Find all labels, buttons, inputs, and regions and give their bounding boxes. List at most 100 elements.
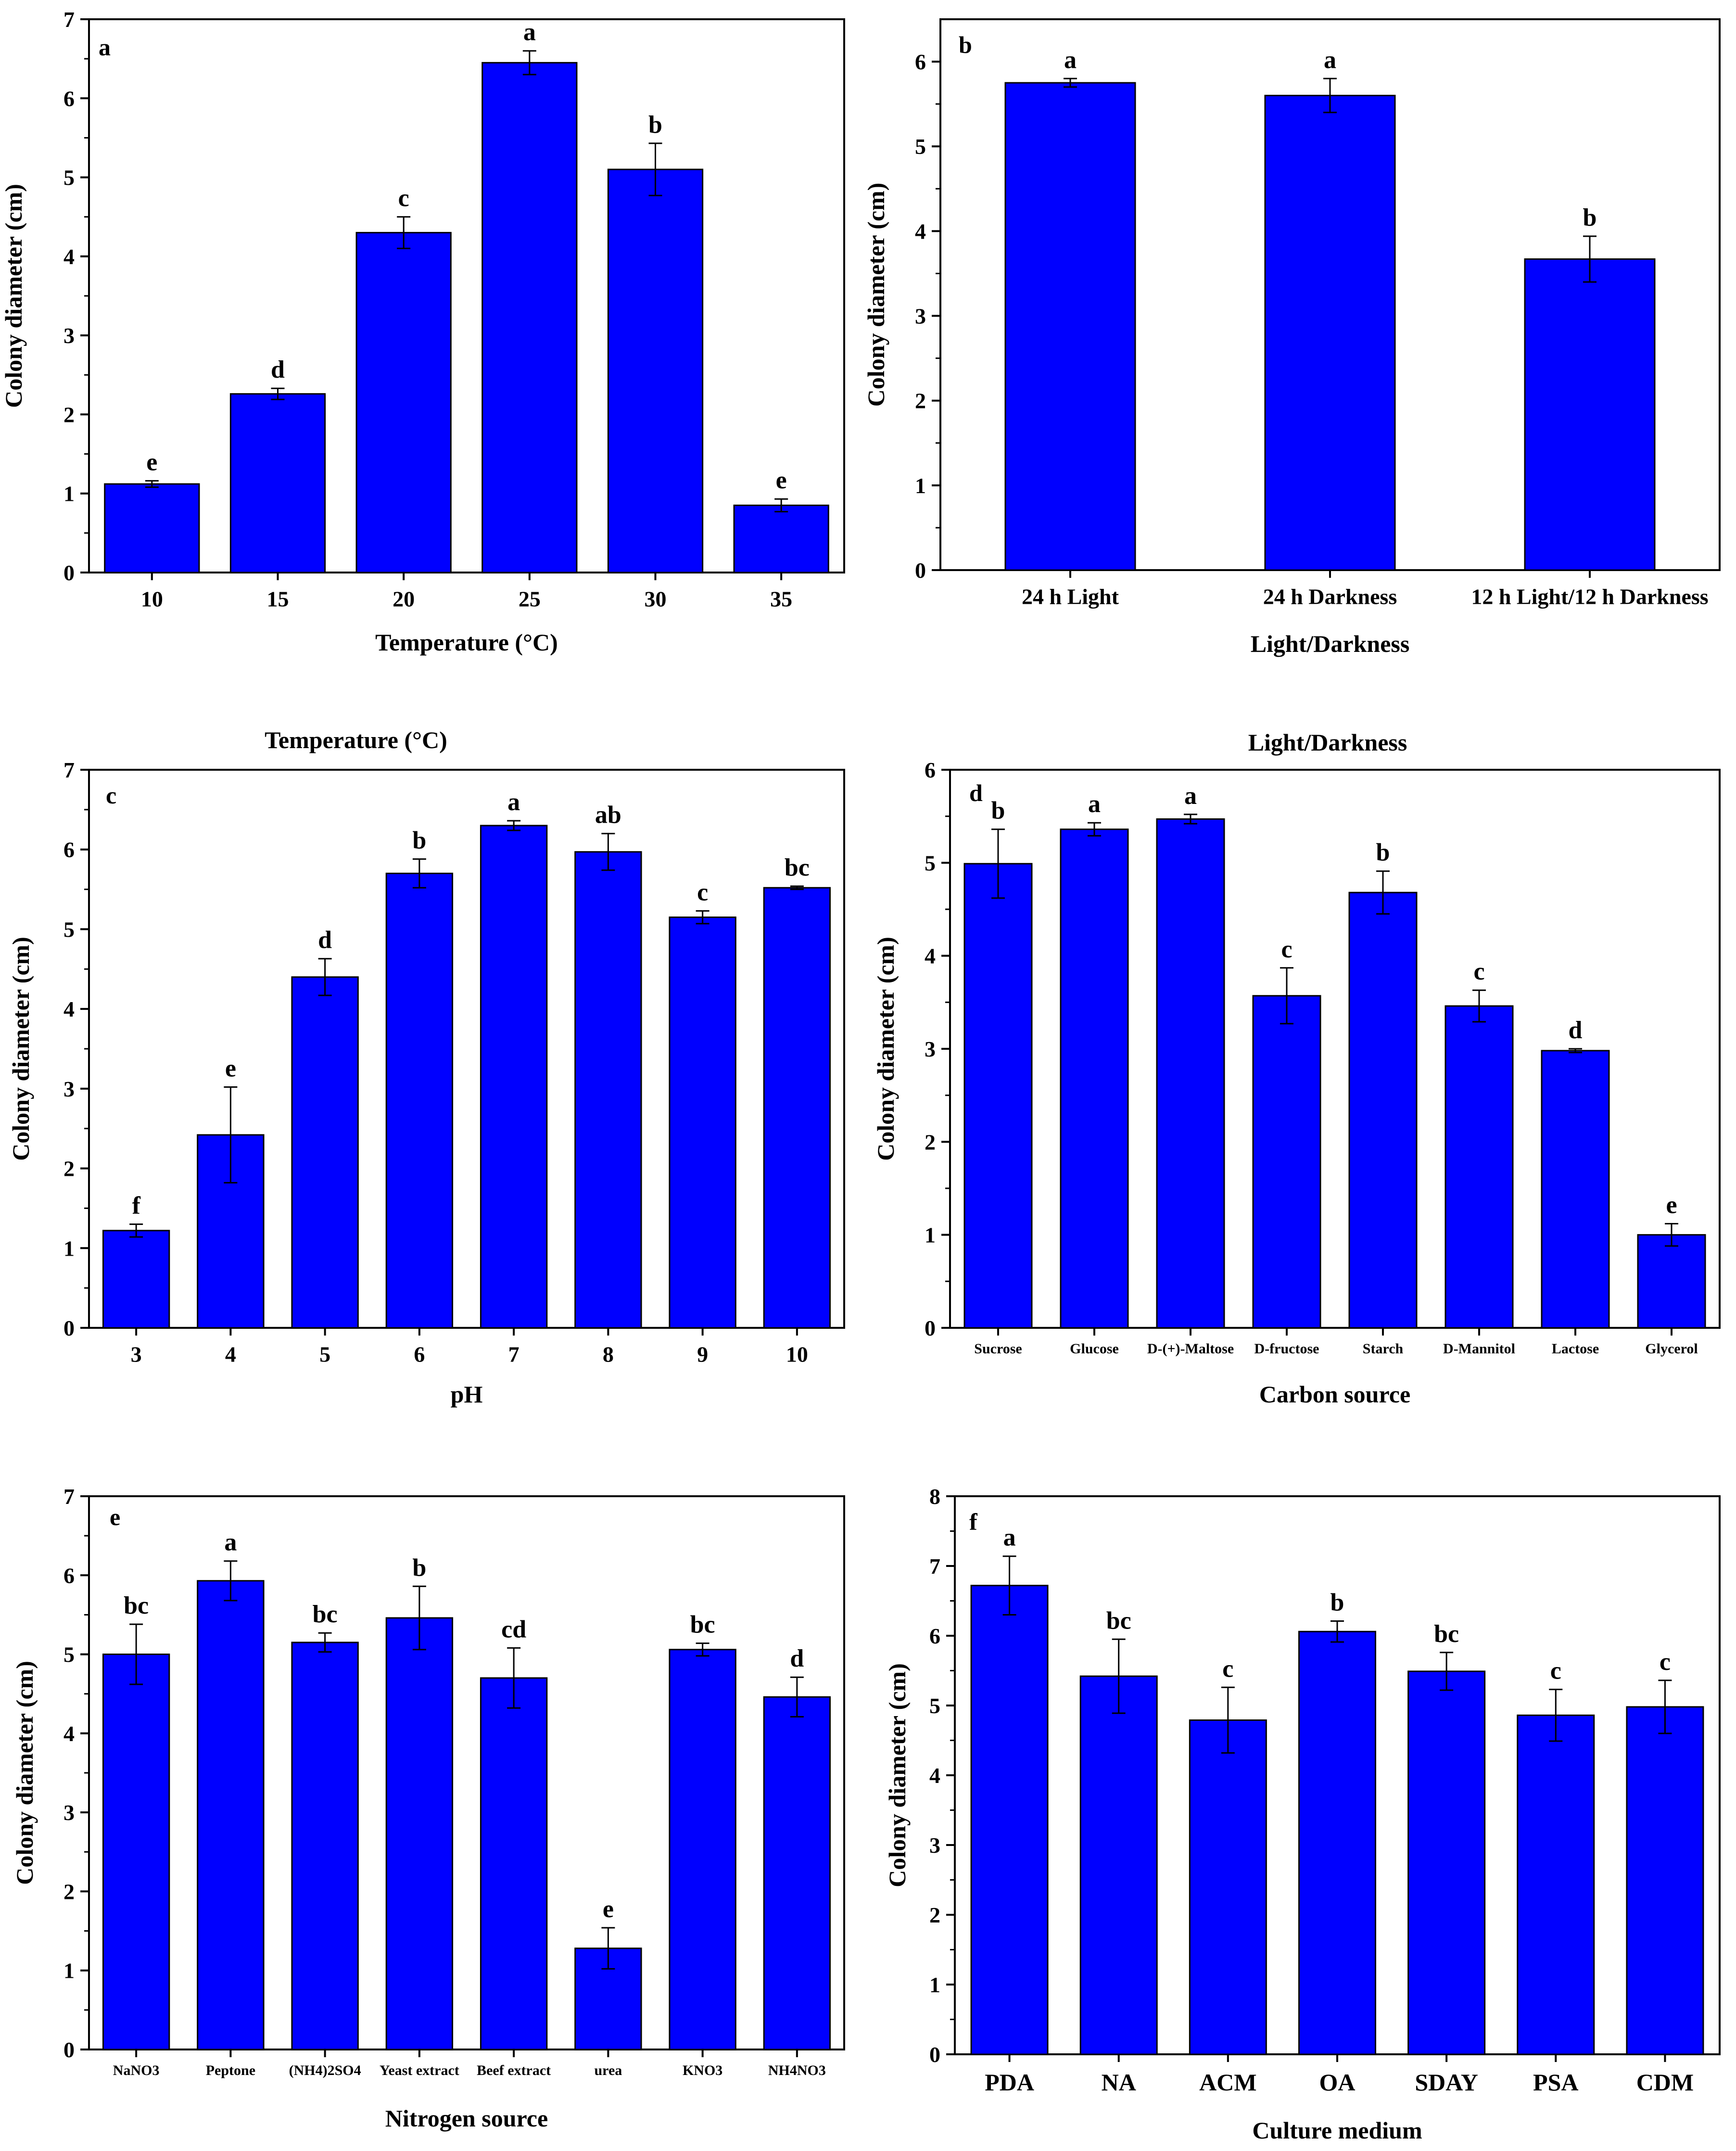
- y-axis-label: Colony diameter (cm): [11, 1661, 38, 1885]
- significance-label: f: [132, 1192, 140, 1220]
- bar: [1626, 1706, 1704, 2055]
- y-axis-label: Colony diameter (cm): [872, 937, 899, 1161]
- significance-label: b: [991, 797, 1005, 825]
- x-tick-label: 12 h Light/12 h Darkness: [1471, 585, 1708, 609]
- significance-label: e: [603, 1896, 614, 1923]
- significance-label: e: [1666, 1191, 1677, 1219]
- significance-label: c: [1281, 936, 1292, 963]
- bar: [104, 483, 200, 573]
- bar: [763, 887, 831, 1329]
- y-tick-label: 1: [63, 482, 75, 506]
- bar: [574, 851, 642, 1329]
- x-tick-label: 24 h Darkness: [1263, 585, 1397, 609]
- bar: [669, 916, 736, 1329]
- x-tick-label: D-fructose: [1254, 1341, 1319, 1357]
- y-tick-label: 1: [929, 1973, 940, 1997]
- y-tick-label: 5: [929, 1693, 940, 1718]
- significance-label: c: [1473, 958, 1484, 985]
- significance-label: b: [412, 827, 426, 854]
- x-tick-label: D-(+)-Maltose: [1147, 1341, 1234, 1357]
- bar: [1079, 1675, 1158, 2055]
- y-tick-label: 5: [63, 165, 75, 190]
- y-tick-label: 0: [63, 560, 75, 585]
- panel-letter: a: [99, 34, 111, 61]
- y-tick-label: 0: [915, 558, 926, 583]
- bar: [385, 872, 454, 1329]
- x-tick-label: PDA: [985, 2069, 1034, 2096]
- significance-label: ab: [595, 802, 621, 829]
- bar: [733, 504, 829, 573]
- chart-panel-a: 0 1 2 3 4 5 6 7 e 10 d 15 c 20 a 25 b 30 e 35 Temperature (°…: [0, 7, 845, 656]
- y-tick-label: 8: [929, 1484, 940, 1509]
- x-tick-label: 7: [508, 1342, 520, 1367]
- significance-label: e: [225, 1055, 236, 1082]
- significance-label: a: [1184, 782, 1197, 810]
- x-tick-label: urea: [594, 2062, 622, 2078]
- bar: [102, 1654, 170, 2050]
- bar: [669, 1649, 736, 2050]
- y-tick-label: 1: [63, 1959, 75, 1983]
- y-tick-label: 1: [63, 1236, 75, 1260]
- bar: [480, 1677, 548, 2050]
- bar: [385, 1617, 454, 2050]
- bar: [1637, 1234, 1706, 1329]
- x-tick-label: NH4NO3: [768, 2062, 826, 2078]
- significance-label: b: [412, 1554, 426, 1581]
- x-axis-label: Carbon source: [1259, 1381, 1410, 1408]
- x-tick-label: 10: [786, 1342, 808, 1367]
- y-tick-label: 5: [925, 851, 936, 875]
- bar: [1156, 818, 1225, 1329]
- extra-title-light: Light/Darkness: [1248, 729, 1407, 756]
- x-tick-label: 3: [131, 1342, 142, 1367]
- significance-label: bc: [690, 1611, 715, 1639]
- panel-letter: d: [969, 779, 983, 806]
- y-tick-label: 2: [929, 1903, 940, 1927]
- y-tick-label: 3: [63, 1077, 75, 1101]
- y-tick-label: 5: [63, 917, 75, 942]
- x-tick-label: 20: [393, 587, 415, 611]
- y-axis-label: Colony diameter (cm): [0, 184, 27, 408]
- y-tick-label: 6: [63, 1563, 75, 1588]
- x-tick-label: Glycerol: [1645, 1341, 1698, 1357]
- x-tick-label: NaNO3: [113, 2062, 160, 2078]
- chart-panel-f: 0 1 2 3 4 5 6 7 8 a PDA bc NA c ACM b OA bc SDAY c PSA c CDM Cu…: [884, 1484, 1721, 2144]
- significance-label: d: [1569, 1017, 1583, 1044]
- y-tick-label: 6: [929, 1624, 940, 1648]
- bar: [1445, 1005, 1514, 1329]
- y-axis-label: Colony diameter (cm): [862, 183, 889, 407]
- bar: [1189, 1719, 1267, 2055]
- bar: [229, 393, 326, 573]
- y-tick-label: 4: [63, 997, 75, 1021]
- significance-label: cd: [501, 1616, 526, 1643]
- significance-label: a: [1064, 46, 1077, 74]
- y-tick-label: 0: [925, 1316, 936, 1340]
- x-tick-label: PSA: [1533, 2069, 1578, 2096]
- y-tick-label: 7: [929, 1554, 940, 1578]
- chart-panel-e: 0 1 2 3 4 5 6 7 bc NaNO3 a Peptone bc (NH4)2SO4 b Yeast…: [11, 1484, 845, 2132]
- y-tick-label: 0: [63, 2037, 75, 2062]
- significance-label: c: [398, 185, 409, 212]
- y-tick-label: 3: [63, 1800, 75, 1825]
- chart-panel-c: 0 1 2 3 4 5 6 7 f 3 e 4 d 5 b 6 a 7 ab 8 c 9 bc 10 pH Colony diam…: [7, 758, 845, 1408]
- y-tick-label: 1: [925, 1223, 936, 1247]
- significance-label: b: [1376, 839, 1390, 866]
- bar: [607, 168, 704, 573]
- x-tick-label: 35: [770, 587, 792, 611]
- x-axis-label: Light/Darkness: [1251, 630, 1410, 657]
- significance-label: bc: [124, 1592, 149, 1619]
- y-tick-label: 6: [63, 86, 75, 111]
- x-axis-label: Temperature (°C): [375, 629, 558, 656]
- x-tick-label: NA: [1102, 2069, 1136, 2096]
- bar: [763, 1696, 831, 2050]
- panel-letter: b: [959, 31, 972, 58]
- bar: [480, 825, 548, 1329]
- x-tick-label: Yeast extract: [380, 2062, 459, 2078]
- x-tick-label: Peptone: [206, 2062, 255, 2078]
- significance-label: a: [1324, 46, 1336, 74]
- bar: [1060, 828, 1129, 1329]
- bar: [1252, 995, 1321, 1329]
- significance-label: e: [146, 448, 157, 476]
- significance-label: a: [507, 789, 520, 816]
- bar: [482, 62, 578, 573]
- bar: [1407, 1670, 1486, 2055]
